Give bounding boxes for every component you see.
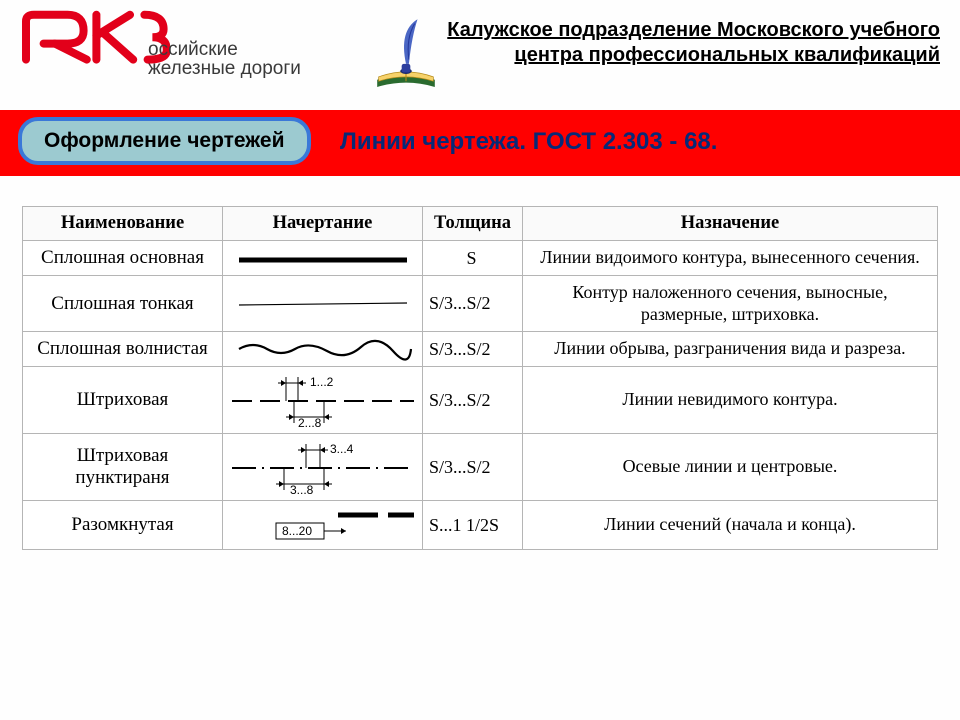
line-wavy-icon — [233, 337, 413, 361]
cell-style — [223, 276, 423, 332]
open-len-label: 8...20 — [282, 524, 312, 538]
cell-name: Сплошная тонкая — [23, 276, 223, 332]
table-row: Сплошная тонкая S/3...S/2 Контур наложен… — [23, 276, 938, 332]
lines-table: Наименование Начертание Толщина Назначен… — [22, 206, 938, 550]
line-dash-dot-icon: 3...4 3...8 — [228, 438, 418, 496]
cell-style — [223, 241, 423, 276]
cell-style: 8...20 — [223, 501, 423, 550]
table-row: Штриховая пунктираня 3...4 — [23, 434, 938, 501]
cell-name: Разомкнутая — [23, 501, 223, 550]
cell-thickness: S...1 1/2S — [423, 501, 523, 550]
cell-thickness: S/3...S/2 — [423, 367, 523, 434]
section-pill: Оформление чертежей — [18, 117, 311, 165]
dash-len-label: 2...8 — [298, 416, 322, 429]
quill-book-icon — [370, 16, 442, 96]
cell-purpose: Линии невидимого контура. — [523, 367, 938, 434]
red-bar: Оформление чертежей Линии чертежа. ГОСТ … — [0, 110, 960, 176]
cell-name: Сплошная волнистая — [23, 332, 223, 367]
table-row: Сплошная волнистая S/3...S/2 Линии обрыв… — [23, 332, 938, 367]
col-style: Начертание — [223, 207, 423, 241]
cell-purpose: Контур наложенного сечения, выносные, ра… — [523, 276, 938, 332]
cell-thickness: S/3...S/2 — [423, 434, 523, 501]
cell-purpose: Линии обрыва, разграничения вида и разре… — [523, 332, 938, 367]
header: оссийскиежелезные дороги Калужское подра… — [0, 0, 960, 104]
logo-block: оссийскиежелезные дороги — [10, 10, 170, 74]
line-open-icon: 8...20 — [228, 505, 418, 545]
line-solid-thin-icon — [233, 294, 413, 314]
cell-thickness: S/3...S/2 — [423, 332, 523, 367]
dashdot-gap-label: 3...4 — [330, 442, 354, 456]
table-row: Сплошная основная S Линии видоимого конт… — [23, 241, 938, 276]
cell-name: Сплошная основная — [23, 241, 223, 276]
table-row: Штриховая 1...2 — [23, 367, 938, 434]
cell-name: Штриховая — [23, 367, 223, 434]
cell-purpose: Осевые линии и центровые. — [523, 434, 938, 501]
table-row: Разомкнутая 8...20 S...1 1/2S Линии сече… — [23, 501, 938, 550]
cell-style: 3...4 3...8 — [223, 434, 423, 501]
cell-name: Штриховая пунктираня — [23, 434, 223, 501]
cell-purpose: Линии видоимого контура, вынесенного сеч… — [523, 241, 938, 276]
cell-style: 1...2 2...8 — [223, 367, 423, 434]
rzd-logo-icon — [10, 10, 170, 74]
line-dashed-icon: 1...2 2...8 — [228, 371, 418, 429]
table-header-row: Наименование Начертание Толщина Назначен… — [23, 207, 938, 241]
org-title: Калужское подразделение Московского учеб… — [440, 18, 940, 68]
dashdot-len-label: 3...8 — [290, 483, 314, 496]
line-solid-thick-icon — [233, 248, 413, 268]
col-name: Наименование — [23, 207, 223, 241]
cell-thickness: S/3...S/2 — [423, 276, 523, 332]
rzd-tagline: оссийскиежелезные дороги — [148, 40, 301, 78]
topic-title: Линии чертежа. ГОСТ 2.303 - 68. — [340, 128, 717, 156]
cell-purpose: Линии сечений (начала и конца). — [523, 501, 938, 550]
cell-style — [223, 332, 423, 367]
col-thickness: Толщина — [423, 207, 523, 241]
col-purpose: Назначение — [523, 207, 938, 241]
table-container: Наименование Начертание Толщина Назначен… — [0, 176, 960, 550]
dash-gap-label: 1...2 — [310, 375, 334, 389]
cell-thickness: S — [423, 241, 523, 276]
